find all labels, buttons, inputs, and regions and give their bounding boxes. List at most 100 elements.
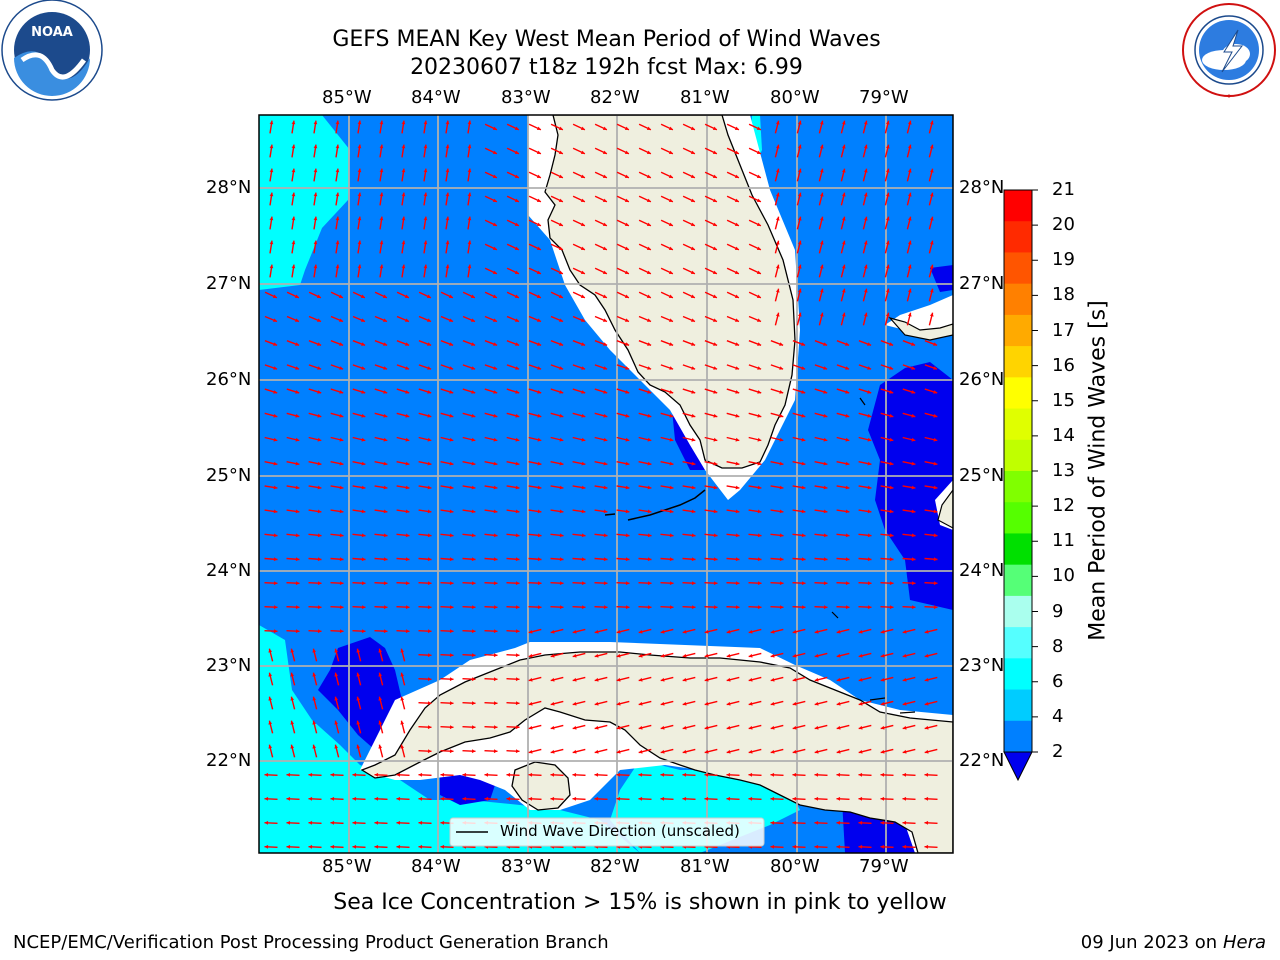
wind-arrow-head <box>400 696 405 701</box>
wind-arrow-head <box>374 844 379 849</box>
wind-arrow-head <box>335 168 340 173</box>
wind-arrow-head <box>383 581 388 586</box>
wind-arrow-head <box>559 533 564 538</box>
wind-arrow-head <box>581 533 586 538</box>
wind-arrow-head <box>317 629 322 634</box>
wind-arrow-head <box>819 288 824 293</box>
wind-arrow-head <box>379 168 384 173</box>
wind-arrow-head <box>668 270 673 274</box>
wind-arrow-head <box>690 246 695 250</box>
wind-arrow-head <box>537 605 542 610</box>
wind-arrow-head <box>286 796 291 801</box>
wind-arrow-head <box>616 677 621 682</box>
wind-arrow-head <box>492 294 497 298</box>
lat-label-left-27n: 27°N <box>206 273 252 294</box>
wind-arrow-head <box>911 390 916 394</box>
wind-arrow-head <box>929 264 934 269</box>
wind-arrow-head <box>317 581 322 586</box>
wind-arrow-head <box>845 485 850 490</box>
colorbar-segment <box>1004 283 1032 316</box>
wind-arrow-head <box>339 318 343 322</box>
wind-arrow-head <box>467 240 472 245</box>
wind-arrow-head <box>704 629 709 634</box>
wind-arrow-head <box>471 366 476 370</box>
wind-arrow-head <box>338 294 343 298</box>
lat-label-left-28n: 28°N <box>206 177 252 198</box>
wind-arrow-head <box>378 720 383 725</box>
map-area <box>259 115 953 853</box>
wind-arrow-head <box>449 653 454 658</box>
wind-arrow-head <box>646 246 651 250</box>
wind-arrow-head <box>515 413 520 418</box>
wind-arrow-head <box>493 557 498 562</box>
wind-arrow-head <box>735 581 740 586</box>
wind-arrow-head <box>471 701 476 706</box>
wind-arrow-head <box>885 192 890 197</box>
wind-arrow-head <box>624 270 629 274</box>
wind-arrow-head <box>492 246 497 250</box>
wind-arrow-head <box>704 725 709 730</box>
wind-arrow-head <box>902 653 907 658</box>
wind-arrow-head <box>713 509 718 514</box>
wind-arrow-head <box>396 772 401 777</box>
wind-arrow-head <box>581 366 586 370</box>
wind-arrow-head <box>814 725 819 730</box>
wind-arrow-head <box>383 533 388 538</box>
wind-arrow-head <box>361 605 366 610</box>
wind-arrow-head <box>757 390 762 394</box>
wind-arrow-head <box>378 672 383 677</box>
wind-arrow-head <box>880 701 885 706</box>
wind-arrow-head <box>383 413 388 418</box>
wind-arrow-head <box>405 533 410 538</box>
wind-arrow-head <box>603 605 608 610</box>
wind-arrow-head <box>558 198 563 202</box>
wind-arrow-head <box>427 533 432 538</box>
wind-arrow-head <box>929 312 934 317</box>
wind-arrow-head <box>427 557 432 562</box>
wind-arrow-head <box>295 366 300 370</box>
wind-arrow-head <box>880 677 885 682</box>
wind-arrow-head <box>911 557 916 562</box>
lat-label-right-25n: 25°N <box>959 465 1005 486</box>
colorbar-segment <box>1004 689 1032 722</box>
wind-arrow-head <box>924 701 929 706</box>
wind-arrow-head <box>580 126 585 130</box>
wind-arrow-head <box>911 437 916 442</box>
wind-arrow-head <box>295 390 300 394</box>
land-andros <box>937 488 953 529</box>
wind-arrow-head <box>357 216 362 221</box>
wind-arrow-head <box>290 696 295 701</box>
wind-arrow-head <box>889 413 894 418</box>
wind-arrow-head <box>801 342 806 346</box>
wind-arrow-head <box>885 216 890 221</box>
lat-label-left-22n: 22°N <box>206 750 252 771</box>
wind-arrow-head <box>669 485 674 490</box>
wind-arrow-head <box>471 509 476 514</box>
wind-arrow-head <box>361 413 366 418</box>
wind-arrow-head <box>690 174 695 178</box>
wind-arrow-head <box>792 796 797 801</box>
wind-arrow-head <box>624 198 629 202</box>
wind-arrow-head <box>467 144 472 149</box>
wind-arrow-head <box>572 772 577 777</box>
lat-label-right-26n: 26°N <box>959 369 1005 390</box>
wind-arrow-head <box>558 270 563 274</box>
wind-arrow-head <box>273 437 278 442</box>
wind-arrow-head <box>418 772 423 777</box>
wind-arrow-head <box>603 581 608 586</box>
wind-arrow-head <box>401 240 406 245</box>
land-bahamas <box>888 316 953 341</box>
wind-arrow-head <box>357 192 362 197</box>
wind-arrow-head <box>383 318 387 322</box>
wind-arrow-head <box>396 820 401 825</box>
wind-arrow-head <box>295 342 300 346</box>
wind-arrow-head <box>462 772 467 777</box>
wind-arrow-head <box>814 820 819 825</box>
colorbar-tick-label: 11 <box>1052 530 1075 552</box>
wind-arrow-head <box>379 192 384 197</box>
wind-arrow-head <box>401 264 406 269</box>
wind-arrow-head <box>400 672 405 677</box>
wind-arrow-head <box>647 581 652 586</box>
wind-arrow-head <box>797 144 802 149</box>
wind-arrow-head <box>660 772 665 777</box>
